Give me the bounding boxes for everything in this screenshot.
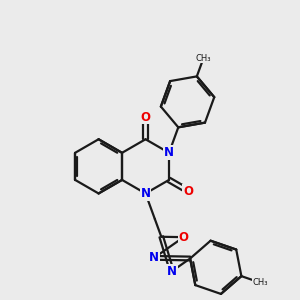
Text: O: O (140, 110, 151, 124)
Text: N: N (149, 251, 159, 264)
Text: O: O (183, 184, 193, 197)
Text: N: N (164, 146, 174, 159)
Text: CH₃: CH₃ (196, 53, 211, 62)
Text: CH₃: CH₃ (252, 278, 268, 287)
Text: N: N (140, 187, 151, 200)
Text: N: N (167, 265, 177, 278)
Text: O: O (178, 231, 189, 244)
